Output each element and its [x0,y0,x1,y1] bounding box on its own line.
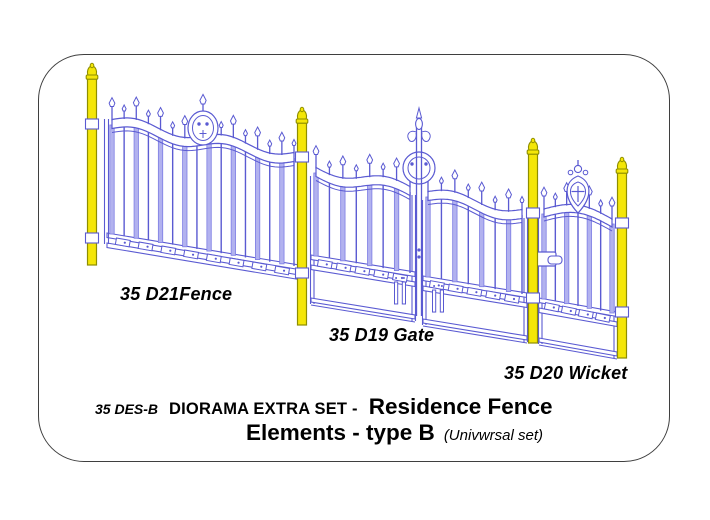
gate-part-label: 35 D19 Gate [329,325,435,345]
series-name: DIORAMA EXTRA SET - [169,400,358,418]
product-name-line1: Residence Fence [368,394,553,419]
gate-right-panel [421,168,529,344]
post-bracket [84,118,100,130]
wicket-part-label: 35 D20 Wicket [504,363,628,383]
post-bracket [525,207,541,219]
post-2 [295,106,309,326]
fence-part-label: 35 D21Fence [120,284,233,304]
product-name-line2: Elements - type B [246,420,435,445]
title-line-2: Elements - type B (Univwrsal set) [246,420,543,446]
post-bracket [294,267,310,279]
title-line-1: 35 DES-B DIORAMA EXTRA SET - Residence F… [95,394,553,420]
post-bracket [525,292,541,304]
post-bracket [614,306,630,318]
post-3 [526,137,540,344]
post-bracket [294,151,310,163]
universal-set-note: (Univwrsal set) [443,427,543,444]
wicket-shield-ornament [566,160,590,214]
gate-left-panel [309,144,417,323]
gate-center-ornament [402,106,436,316]
post-4 [615,156,629,359]
rounded-border [38,54,670,462]
fence-medallion-ornament [187,93,219,146]
post-1 [85,62,99,266]
post-bracket [84,232,100,244]
set-code: 35 DES-B [95,401,159,417]
post-bracket [614,217,630,229]
